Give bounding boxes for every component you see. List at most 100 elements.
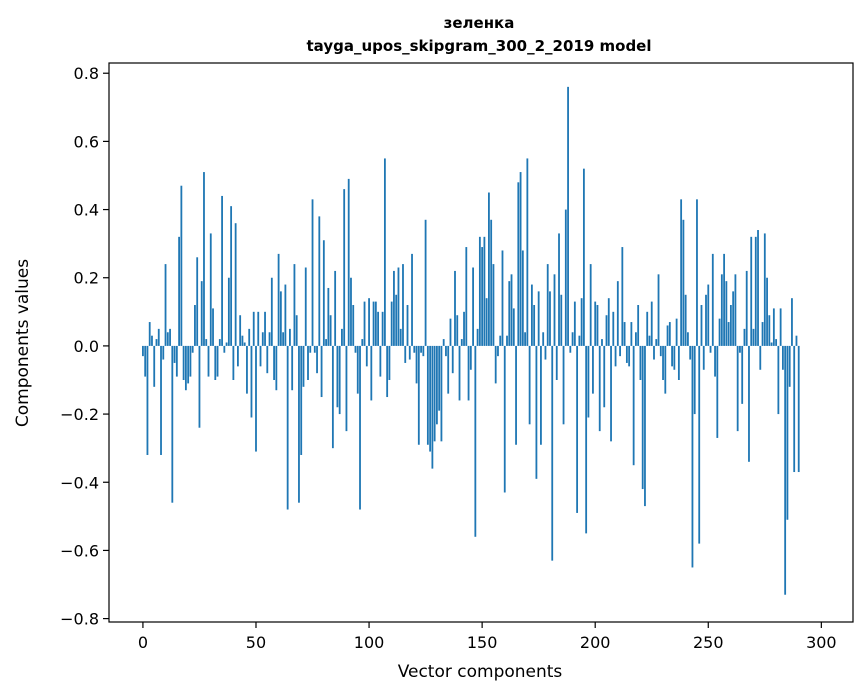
bar bbox=[363, 301, 366, 346]
bar bbox=[146, 345, 149, 455]
bar bbox=[474, 345, 477, 537]
bar bbox=[162, 345, 165, 360]
bar bbox=[239, 315, 242, 346]
bar bbox=[447, 345, 450, 394]
bar bbox=[345, 345, 348, 432]
x-axis-ticks: 0 50 100 150 200 250 300 bbox=[138, 622, 837, 652]
bar bbox=[707, 284, 710, 346]
y-tick-label: 0.4 bbox=[74, 201, 99, 220]
bar bbox=[580, 298, 583, 346]
bar bbox=[625, 345, 628, 363]
bar bbox=[469, 345, 472, 370]
bar bbox=[399, 328, 402, 346]
bar bbox=[739, 345, 741, 353]
bar bbox=[298, 345, 300, 503]
bar bbox=[644, 345, 646, 507]
bar bbox=[791, 298, 793, 346]
bar bbox=[512, 308, 515, 346]
bar bbox=[200, 281, 203, 346]
bar bbox=[705, 294, 707, 346]
bar bbox=[270, 277, 273, 346]
bar bbox=[356, 345, 359, 394]
bar bbox=[230, 206, 233, 346]
bar bbox=[151, 335, 153, 346]
x-tick-label: 0 bbox=[138, 633, 148, 652]
bar bbox=[675, 318, 678, 346]
bar bbox=[144, 345, 147, 377]
bar bbox=[700, 305, 703, 346]
bar bbox=[467, 345, 470, 401]
bar bbox=[352, 305, 355, 346]
bar bbox=[763, 233, 766, 346]
bar bbox=[433, 345, 436, 442]
bar bbox=[388, 345, 391, 380]
bar bbox=[311, 199, 314, 346]
bar bbox=[261, 332, 264, 346]
bar bbox=[214, 345, 217, 380]
bar bbox=[709, 345, 712, 353]
y-axis-label: Components values bbox=[13, 259, 33, 427]
bar bbox=[456, 315, 459, 346]
bar bbox=[223, 345, 226, 353]
bar bbox=[555, 345, 558, 380]
bar bbox=[564, 209, 567, 346]
bar bbox=[148, 322, 151, 346]
bar bbox=[517, 182, 520, 346]
bar bbox=[569, 345, 572, 353]
x-tick-label: 50 bbox=[246, 633, 266, 652]
bar bbox=[793, 345, 796, 473]
y-tick-label: −0.6 bbox=[60, 541, 99, 560]
bar bbox=[526, 158, 529, 346]
bar bbox=[689, 345, 692, 360]
bar bbox=[716, 345, 719, 438]
bar bbox=[727, 322, 730, 346]
bar bbox=[374, 301, 377, 346]
bar bbox=[320, 345, 323, 398]
bar bbox=[736, 345, 739, 432]
bar bbox=[445, 345, 447, 357]
bar bbox=[528, 345, 531, 425]
bar bbox=[655, 339, 658, 346]
bar-series bbox=[142, 86, 800, 595]
bar bbox=[492, 264, 495, 346]
y-tick-label: −0.4 bbox=[60, 473, 99, 492]
bar bbox=[295, 315, 298, 346]
bar bbox=[558, 233, 560, 346]
bar bbox=[329, 315, 332, 346]
x-axis-label: Vector components bbox=[398, 662, 563, 682]
bar bbox=[293, 264, 296, 346]
bar bbox=[745, 270, 748, 346]
bar bbox=[413, 345, 416, 353]
bar bbox=[153, 345, 156, 387]
bar bbox=[533, 305, 536, 346]
bar bbox=[196, 257, 199, 346]
bar bbox=[521, 250, 524, 346]
bar bbox=[775, 339, 778, 346]
bar bbox=[386, 345, 389, 398]
bar bbox=[372, 301, 375, 346]
bar bbox=[472, 267, 474, 346]
bar bbox=[465, 247, 468, 346]
bar bbox=[275, 345, 278, 391]
bar bbox=[277, 253, 280, 346]
bar bbox=[551, 345, 554, 561]
bar bbox=[347, 178, 350, 346]
bar bbox=[673, 345, 676, 370]
bar bbox=[571, 332, 574, 346]
bar bbox=[612, 311, 615, 346]
bar bbox=[191, 345, 194, 353]
bar bbox=[343, 189, 346, 346]
bar bbox=[164, 264, 167, 346]
bar bbox=[646, 311, 649, 346]
bar bbox=[711, 253, 714, 346]
bar bbox=[155, 339, 158, 346]
bar bbox=[142, 345, 144, 357]
bar bbox=[535, 345, 538, 479]
bar bbox=[614, 345, 617, 367]
bar bbox=[750, 236, 753, 346]
bar bbox=[316, 345, 318, 374]
x-tick-label: 200 bbox=[580, 633, 611, 652]
bar bbox=[530, 284, 533, 346]
bar bbox=[576, 345, 579, 513]
bar bbox=[227, 277, 230, 346]
